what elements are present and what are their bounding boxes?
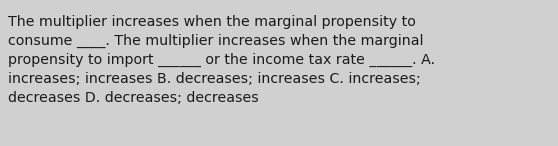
Text: The multiplier increases when the marginal propensity to
consume ____. The multi: The multiplier increases when the margin… <box>8 15 435 105</box>
